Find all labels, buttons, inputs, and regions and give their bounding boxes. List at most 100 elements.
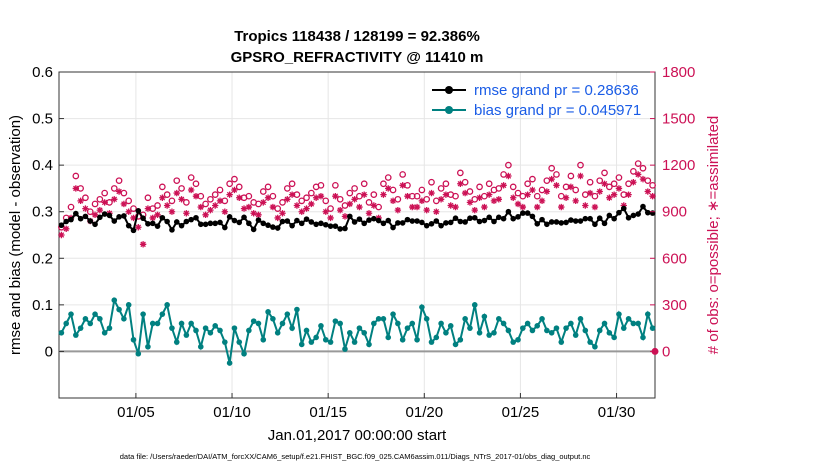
- bias-point: [303, 327, 310, 334]
- bias-point: [193, 327, 199, 334]
- obs-possible-point: [553, 171, 560, 178]
- obs-possible-point: [298, 197, 306, 205]
- bias-point: [385, 334, 392, 341]
- obs-assimilated-point: [634, 171, 642, 178]
- bias-point: [279, 320, 286, 327]
- obs-assimilated-point: [524, 191, 531, 198]
- obs-assimilated-point: [125, 208, 132, 215]
- bias-point: [289, 325, 295, 331]
- obs-assimilated-point: [82, 205, 89, 212]
- obs-possible-point: [288, 180, 296, 188]
- rmse-point: [241, 214, 247, 221]
- obs-assimilated-point: [173, 189, 180, 197]
- bias-point: [188, 320, 194, 327]
- y-tick-label: 0.5: [32, 111, 53, 128]
- obs-assimilated-point: [399, 182, 406, 189]
- rmse-point: [164, 218, 170, 225]
- bias-point: [577, 316, 584, 322]
- obs-possible-point: [380, 180, 387, 188]
- obs-possible-point: [101, 189, 109, 197]
- rmse-point: [337, 226, 343, 232]
- bias-point: [337, 320, 343, 327]
- bias-point: [375, 316, 382, 322]
- rmse-point: [217, 219, 223, 226]
- obs-possible-point: [548, 164, 556, 172]
- bias-point: [270, 316, 276, 322]
- bias-point: [423, 316, 430, 322]
- rmse-point: [154, 223, 161, 229]
- obs-possible-point: [505, 161, 512, 169]
- rmse-point: [92, 221, 98, 228]
- obs-assimilated-point: [519, 203, 527, 211]
- obs-possible-point: [428, 178, 435, 186]
- obs-possible-point: [317, 181, 325, 189]
- obs-assimilated-point: [115, 188, 123, 195]
- obs-possible-point: [202, 200, 209, 208]
- bias-point: [346, 330, 353, 336]
- obs-assimilated-point: [548, 175, 555, 183]
- bias-point: [443, 330, 449, 336]
- obs-assimilated-point: [562, 194, 570, 201]
- rmse-point: [452, 215, 459, 222]
- obs-possible-point: [572, 186, 580, 194]
- obs-possible-point: [437, 185, 445, 192]
- y-right-tick-label: 1200: [662, 157, 695, 174]
- obs-assimilated-point: [471, 206, 478, 214]
- obs-assimilated-series: [58, 171, 659, 355]
- obs-assimilated-point: [255, 211, 262, 219]
- bias-point: [419, 304, 425, 310]
- rmse-point: [409, 218, 416, 224]
- bias-point: [313, 334, 319, 341]
- obs-possible-point: [346, 189, 354, 197]
- obs-assimilated-point: [620, 202, 627, 209]
- rmse-point: [606, 212, 613, 219]
- obs-possible-point: [187, 174, 195, 181]
- obs-assimilated-point: [212, 202, 219, 209]
- obs-assimilated-point: [240, 205, 248, 212]
- bias-point: [572, 332, 579, 338]
- bias-point: [169, 325, 175, 331]
- rmse-point: [630, 212, 637, 219]
- bias-point: [644, 311, 651, 317]
- obs-assimilated-point: [154, 211, 161, 219]
- rmse-point: [332, 223, 339, 229]
- bias-point: [447, 323, 454, 329]
- rmse-point: [649, 210, 656, 216]
- obs-assimilated-point: [187, 186, 195, 194]
- rmse-point: [505, 208, 512, 215]
- obs-possible-point: [596, 177, 604, 185]
- y-tick-label: 0.4: [32, 157, 53, 174]
- rmse-point: [500, 215, 507, 222]
- bias-point: [592, 343, 598, 350]
- obs-assimilated-point: [312, 194, 320, 201]
- obs-assimilated-point: [231, 186, 238, 194]
- footer-data-file: data file: /Users/raeder/DAI/ATM_forcXX/…: [120, 452, 591, 461]
- obs-assimilated-point: [197, 203, 204, 211]
- rmse-point: [596, 215, 603, 222]
- obs-assimilated-point: [308, 200, 315, 208]
- legend-bias-label: bias grand pr = 0.045971: [474, 102, 641, 119]
- obs-possible-point: [360, 180, 368, 188]
- obs-possible-point: [384, 174, 392, 181]
- obs-assimilated-point: [293, 202, 301, 209]
- rmse-point: [380, 220, 387, 227]
- obs-assimilated-point: [553, 182, 560, 189]
- rmse-point: [625, 214, 632, 221]
- rmse-point: [202, 221, 209, 228]
- rmse-point: [399, 220, 406, 226]
- bias-point: [553, 325, 560, 331]
- bias-point: [649, 325, 656, 331]
- obs-possible-point: [130, 205, 137, 212]
- rmse-point: [197, 221, 204, 228]
- rmse-point: [471, 214, 478, 221]
- rmse-point: [322, 221, 329, 228]
- bias-point: [342, 346, 348, 352]
- obs-possible-point: [586, 178, 594, 186]
- bias-point: [173, 339, 180, 345]
- obs-assimilated-point: [404, 192, 411, 200]
- bias-point: [399, 336, 406, 343]
- rmse-point: [289, 222, 295, 229]
- obs-assimilated-point: [437, 196, 445, 203]
- y-right-tick-label: 1800: [662, 64, 695, 81]
- obs-assimilated-point: [192, 192, 200, 200]
